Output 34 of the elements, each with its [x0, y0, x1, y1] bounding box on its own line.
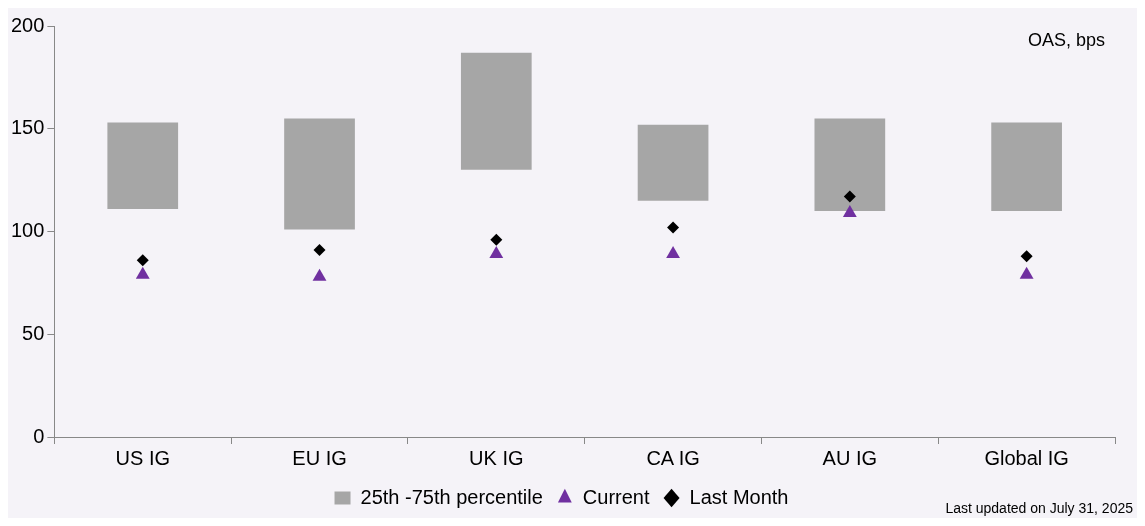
bar — [814, 118, 886, 211]
bar — [991, 122, 1062, 211]
point — [136, 254, 149, 267]
text: Last updated on July 31, 2025 — [945, 499, 1134, 516]
y-tick-label: 200 — [10, 13, 45, 36]
point — [313, 244, 326, 256]
x-tick-label: EU IG — [292, 446, 347, 469]
point — [666, 246, 680, 259]
bar — [637, 124, 709, 201]
x-tick-label: Global IG — [984, 446, 1069, 469]
legend-label: 25th -75th percentile — [360, 485, 543, 508]
y-tick-label: 0 — [33, 424, 45, 447]
x-tick-label: UK IG — [469, 446, 524, 469]
point — [489, 246, 504, 259]
legend-label: Last Month — [689, 485, 789, 508]
x-tick-label: AU IG — [822, 446, 878, 469]
point — [312, 268, 327, 281]
bar — [460, 52, 532, 170]
point — [667, 221, 680, 234]
x-tick-label: US IG — [115, 446, 170, 469]
bar — [107, 122, 179, 209]
bar — [284, 118, 355, 230]
point — [1019, 266, 1034, 279]
point — [843, 190, 856, 203]
point — [842, 205, 857, 218]
legend-label: Current — [582, 485, 650, 508]
x-tick-label: CA IG — [646, 446, 700, 469]
point — [1020, 250, 1033, 263]
y-tick-label: 100 — [10, 219, 45, 242]
y-tick-label: 50 — [22, 321, 45, 344]
point — [135, 266, 150, 279]
point — [490, 233, 503, 246]
y-tick-label: 150 — [10, 116, 45, 139]
annotation: OAS, bps — [1027, 29, 1105, 50]
